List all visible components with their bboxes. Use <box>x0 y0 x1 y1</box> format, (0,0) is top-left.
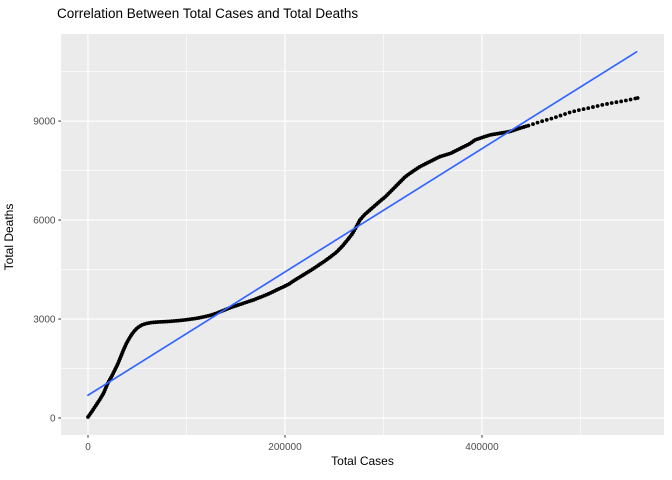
data-point <box>563 112 567 116</box>
y-tick-label: 0 <box>50 414 56 425</box>
y-tick-label: 6000 <box>33 216 56 227</box>
data-point <box>635 96 640 100</box>
data-point <box>567 110 572 115</box>
minor-gridlines <box>61 34 664 435</box>
data-point <box>591 105 595 109</box>
y-axis-title: Total Deaths <box>2 203 16 271</box>
plot-panel <box>61 34 664 435</box>
data-point <box>609 101 614 105</box>
data-point <box>600 102 605 107</box>
data-point <box>526 123 531 128</box>
y-tick-label: 3000 <box>33 315 56 326</box>
data-point <box>535 120 540 125</box>
x-tick-label: 400000 <box>465 442 499 453</box>
data-point <box>531 122 535 127</box>
data-point <box>572 109 577 114</box>
data-point <box>623 98 628 103</box>
data-point <box>619 99 624 104</box>
data-point <box>581 107 586 112</box>
data-point <box>614 100 619 105</box>
x-tick-label: 0 <box>85 442 91 453</box>
data-point <box>576 108 581 113</box>
y-tick-label: 9000 <box>33 117 56 128</box>
axis-tick-marks <box>58 120 483 438</box>
chart-title: Correlation Between Total Cases and Tota… <box>57 6 359 21</box>
axis-tick-labels: 0 200000 400000 0 3000 6000 9000 <box>33 117 499 453</box>
major-gridlines <box>61 34 664 435</box>
data-point <box>605 102 609 106</box>
trend-line <box>87 50 638 397</box>
data-point <box>544 117 549 122</box>
data-point <box>549 116 554 121</box>
data-point <box>628 97 633 102</box>
data-point <box>554 115 558 120</box>
x-tick-label: 200000 <box>268 442 302 453</box>
data-point <box>558 113 563 118</box>
data-point <box>595 104 600 108</box>
data-point <box>540 119 545 124</box>
scatter-points <box>86 96 640 419</box>
data-point <box>586 106 591 111</box>
x-axis-title: Total Cases <box>331 454 394 468</box>
